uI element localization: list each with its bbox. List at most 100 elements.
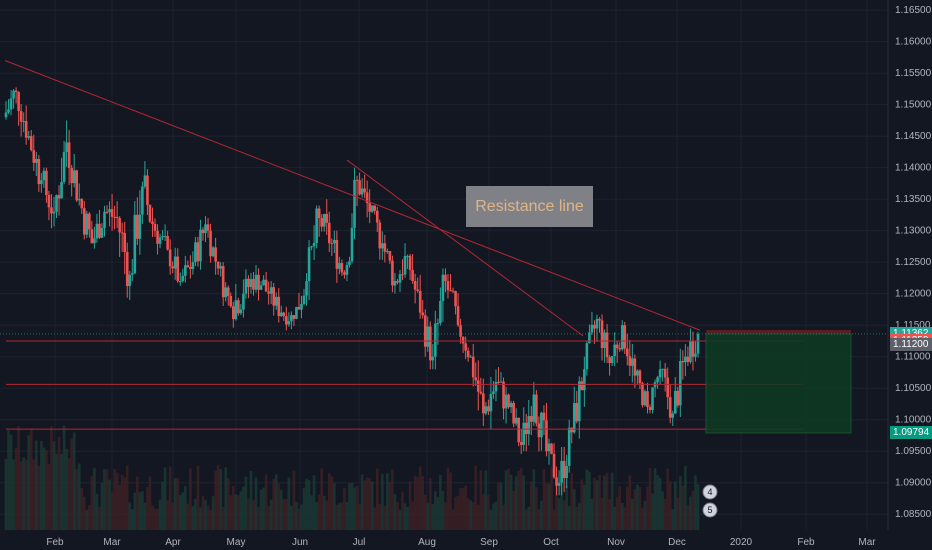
volume-bar bbox=[423, 494, 427, 530]
candle-body bbox=[244, 278, 248, 294]
candle-body bbox=[454, 291, 457, 307]
candle-body bbox=[590, 324, 594, 333]
candle-body bbox=[315, 208, 318, 244]
volume-bar bbox=[161, 481, 164, 530]
candle-body bbox=[444, 274, 447, 282]
candle-body bbox=[375, 210, 379, 223]
candle-body bbox=[530, 416, 533, 422]
candle-body bbox=[585, 343, 589, 370]
volume-bar bbox=[436, 496, 440, 530]
volume-bar bbox=[628, 475, 632, 530]
volume-bar bbox=[204, 500, 207, 530]
volume-bar bbox=[658, 477, 662, 530]
candle-body bbox=[408, 255, 412, 271]
candle-body bbox=[52, 211, 56, 214]
volume-bar bbox=[373, 507, 377, 530]
candle-body bbox=[100, 227, 104, 238]
volume-bar bbox=[153, 508, 157, 530]
price-tick-label: 1.10000 bbox=[895, 415, 932, 426]
volume-bar bbox=[330, 476, 334, 530]
price-tick-label: 1.11000 bbox=[895, 352, 931, 363]
volume-bar bbox=[355, 486, 359, 530]
volume-bar bbox=[191, 506, 195, 530]
candle-body bbox=[118, 218, 121, 233]
candle-body bbox=[431, 356, 435, 361]
volume-bar bbox=[439, 474, 442, 530]
candle-body bbox=[32, 150, 36, 163]
candle-body bbox=[620, 325, 624, 350]
volume-bar bbox=[540, 500, 543, 530]
candle-body bbox=[65, 142, 68, 152]
candle-body bbox=[598, 318, 601, 321]
price-tick-label: 1.15000 bbox=[895, 100, 932, 111]
price-tick-label: 1.14500 bbox=[895, 131, 932, 142]
candle-body bbox=[338, 263, 341, 269]
volume-bar bbox=[580, 479, 584, 530]
volume-bar bbox=[219, 468, 222, 530]
candle-body bbox=[307, 247, 311, 282]
volume-bar bbox=[211, 496, 215, 530]
candle-body bbox=[615, 344, 619, 349]
candle-body bbox=[550, 443, 553, 454]
volume-bar bbox=[269, 499, 273, 530]
candle-body bbox=[537, 423, 541, 438]
volume-bar bbox=[176, 478, 180, 530]
candle-body bbox=[72, 170, 76, 184]
candle-body bbox=[138, 214, 142, 239]
resistance-annotation[interactable]: Resistance line bbox=[466, 186, 593, 227]
volume-bar bbox=[277, 483, 281, 530]
candle-body bbox=[428, 326, 432, 361]
candle-body bbox=[522, 422, 526, 445]
volume-bar bbox=[375, 468, 379, 530]
candle-body bbox=[646, 391, 649, 408]
time-tick-label: Feb bbox=[797, 537, 815, 548]
volume-bar bbox=[360, 474, 364, 530]
candle-body bbox=[610, 356, 614, 363]
volume-bar bbox=[224, 467, 228, 530]
candle-body bbox=[312, 243, 316, 247]
volume-bar bbox=[393, 494, 397, 530]
candle-body bbox=[348, 261, 351, 265]
candle-body bbox=[57, 195, 61, 199]
price-tick-label: 1.14000 bbox=[895, 163, 932, 174]
candle-body bbox=[668, 397, 672, 418]
volume-bar bbox=[348, 483, 351, 530]
candle-body bbox=[279, 312, 283, 317]
volume-bar bbox=[431, 503, 435, 530]
volume-bar bbox=[262, 487, 265, 530]
price-tick-label: 1.09500 bbox=[895, 446, 932, 457]
volume-bar bbox=[487, 495, 490, 530]
volume-bar bbox=[35, 440, 38, 530]
candle-body bbox=[588, 332, 591, 344]
short-resistance-line bbox=[346, 159, 584, 337]
candle-body bbox=[219, 266, 222, 269]
volume-bar bbox=[343, 488, 346, 530]
candle-body bbox=[221, 266, 225, 298]
candle-body bbox=[565, 465, 568, 479]
volume-bar bbox=[80, 488, 84, 530]
volume-bar bbox=[40, 440, 43, 530]
volume-bar bbox=[456, 495, 460, 530]
volume-bar bbox=[151, 505, 154, 530]
volume-bar bbox=[489, 509, 493, 530]
volume-bar bbox=[338, 503, 341, 530]
volume-bar bbox=[229, 495, 233, 530]
volume-bar bbox=[22, 457, 25, 530]
volume-bar bbox=[396, 501, 399, 530]
volume-bar bbox=[201, 496, 205, 530]
volume-bar bbox=[285, 498, 288, 530]
volume-bar bbox=[476, 504, 480, 530]
volume-bar bbox=[535, 487, 538, 530]
volume-bar bbox=[45, 450, 48, 530]
volume-bar bbox=[383, 505, 387, 530]
candle-body bbox=[80, 199, 84, 209]
candle-body bbox=[583, 369, 586, 391]
candle-body bbox=[335, 240, 339, 269]
volume-bar bbox=[340, 502, 344, 530]
volume-bar bbox=[257, 506, 260, 530]
candle-body bbox=[85, 213, 89, 235]
volume-bar bbox=[572, 489, 576, 530]
candle-body bbox=[393, 281, 397, 286]
candle-body bbox=[466, 350, 470, 358]
